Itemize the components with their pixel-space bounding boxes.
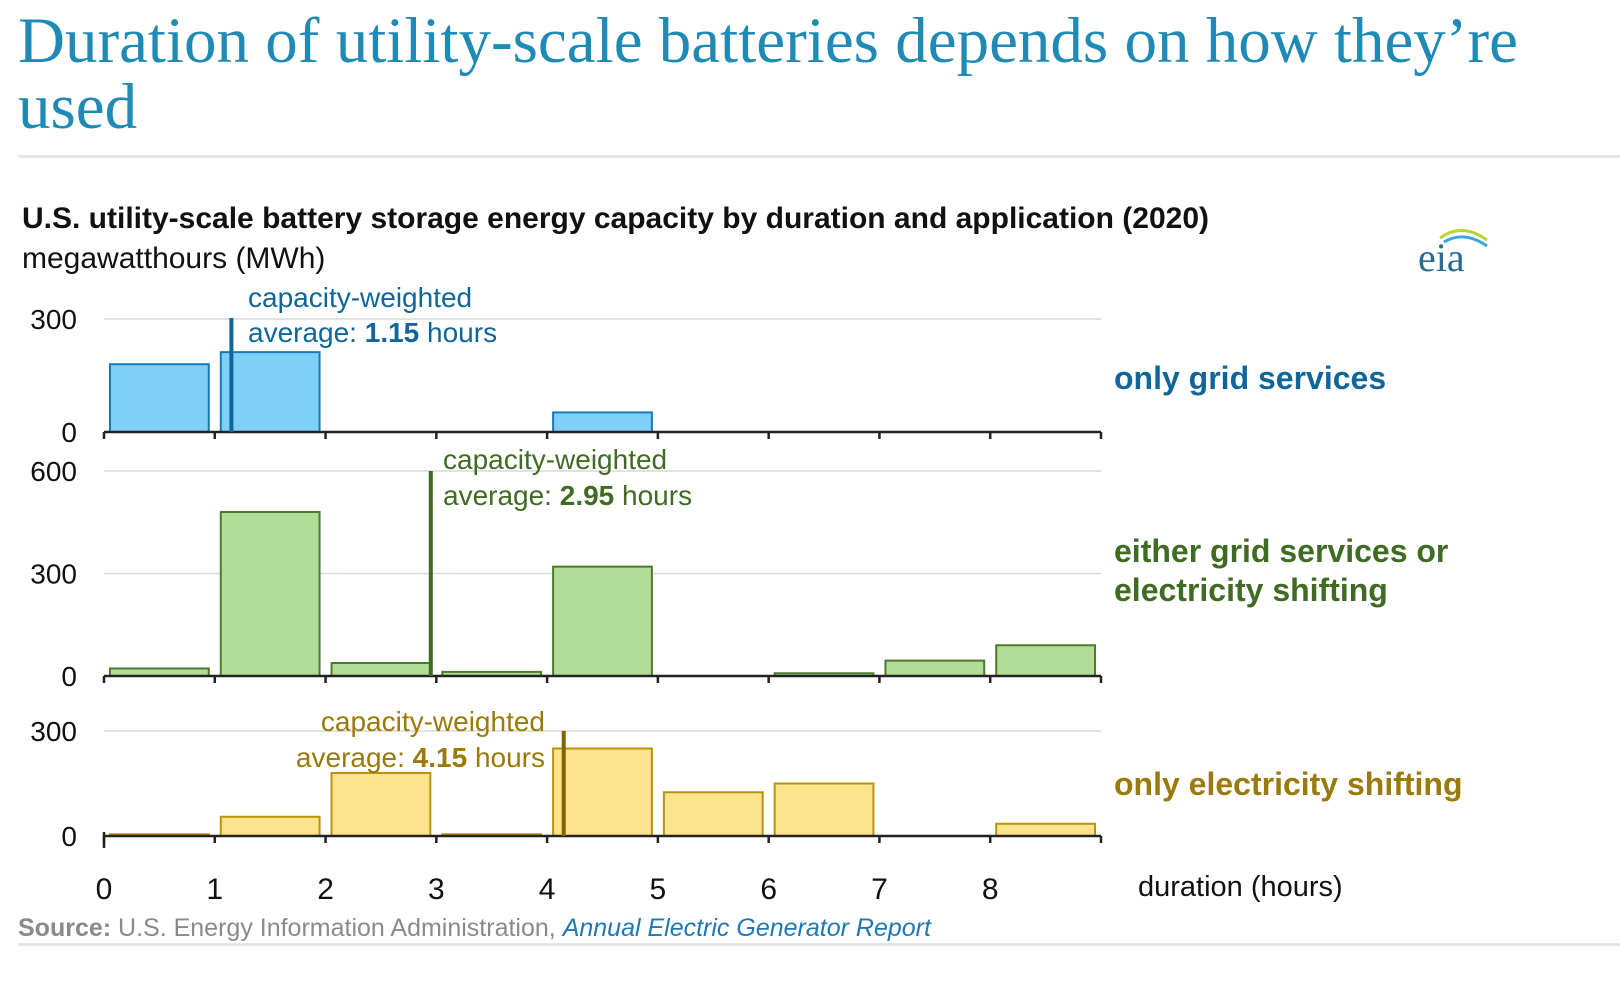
average-label-line1: capacity-weighted xyxy=(443,444,667,475)
x-tick-label: 5 xyxy=(650,873,667,906)
page-title: Duration of utility-scale batteries depe… xyxy=(18,5,1518,143)
bar xyxy=(330,662,432,677)
average-label-suffix: hours xyxy=(419,317,497,348)
y-tick-label: 0 xyxy=(61,661,77,692)
logo-swoosh-blue xyxy=(1443,235,1488,248)
x-tick-label: 3 xyxy=(428,873,445,906)
panel-name: only grid services xyxy=(1114,360,1386,396)
x-tick-label: 1 xyxy=(206,873,223,906)
average-label-prefix: average: xyxy=(443,480,560,511)
panel-name: either grid services or xyxy=(1114,533,1448,569)
panel-2: 0 300 600 capacity-weighted average: 2.95 ho… xyxy=(30,444,1448,692)
bar xyxy=(219,815,321,837)
average-label-value: 4.15 xyxy=(413,742,468,773)
y-tick-label: 0 xyxy=(61,417,77,448)
average-label-suffix: hours xyxy=(467,742,545,773)
x-tick-label: 2 xyxy=(317,873,334,906)
bar xyxy=(330,772,432,837)
bar xyxy=(884,659,986,677)
panel-name: electricity shifting xyxy=(1114,572,1388,608)
bar xyxy=(552,747,653,837)
y-tick-label: 300 xyxy=(30,559,77,590)
average-label-line1: capacity-weighted xyxy=(248,282,472,313)
x-tick-label: 7 xyxy=(871,873,888,906)
average-label-line1: capacity-weighted xyxy=(321,706,545,737)
average-label-line2: average: 4.15 hours xyxy=(296,742,545,773)
x-tick-label: 0 xyxy=(96,873,113,906)
average-label-line2: average: 2.95 hours xyxy=(443,480,692,511)
average-label-value: 1.15 xyxy=(365,317,420,348)
average-label-suffix: hours xyxy=(614,480,692,511)
source-link[interactable]: Annual Electric Generator Report xyxy=(561,914,932,942)
bar xyxy=(219,351,321,433)
y-tick-label: 0 xyxy=(61,821,77,852)
title-divider xyxy=(18,155,1620,158)
panel-name: only electricity shifting xyxy=(1114,766,1463,802)
bar xyxy=(773,782,875,837)
x-tick-label: 4 xyxy=(539,873,556,906)
average-label-value: 2.95 xyxy=(560,480,615,511)
bar xyxy=(662,791,764,837)
y-tick-label: 300 xyxy=(30,716,77,747)
panel-1: 0 300 capacity-weighted average: 1.15 hours… xyxy=(30,282,1386,448)
y-tick-label: 600 xyxy=(30,456,77,487)
average-label-prefix: average: xyxy=(296,742,413,773)
bar xyxy=(219,511,321,677)
average-label-prefix: average: xyxy=(248,317,365,348)
chart-title: U.S. utility-scale battery storage energ… xyxy=(22,202,1209,235)
eia-logo: eia xyxy=(1418,229,1488,280)
footer-divider xyxy=(18,943,1620,946)
chart-subtitle: megawatthours (MWh) xyxy=(22,242,325,275)
bar xyxy=(109,363,210,434)
bar xyxy=(552,565,653,678)
y-tick-label: 300 xyxy=(30,304,77,335)
bar xyxy=(995,644,1097,677)
x-axis-label: duration (hours) xyxy=(1138,871,1343,903)
bar xyxy=(995,822,1097,837)
x-tick-label: 8 xyxy=(982,873,999,906)
panel-3: 0 300 capacity-weighted average: 4.15 hours… xyxy=(30,706,1462,852)
logo-text: eia xyxy=(1418,235,1465,280)
bar xyxy=(552,411,653,433)
average-label-line2: average: 1.15 hours xyxy=(248,317,497,348)
logo-swoosh-yellow xyxy=(1439,229,1488,242)
source-label: Source: xyxy=(18,914,111,942)
source-note: Source: U.S. Energy Information Administ… xyxy=(18,914,932,942)
source-text: U.S. Energy Information Administration, xyxy=(111,914,563,942)
x-tick-label: 6 xyxy=(760,873,777,906)
